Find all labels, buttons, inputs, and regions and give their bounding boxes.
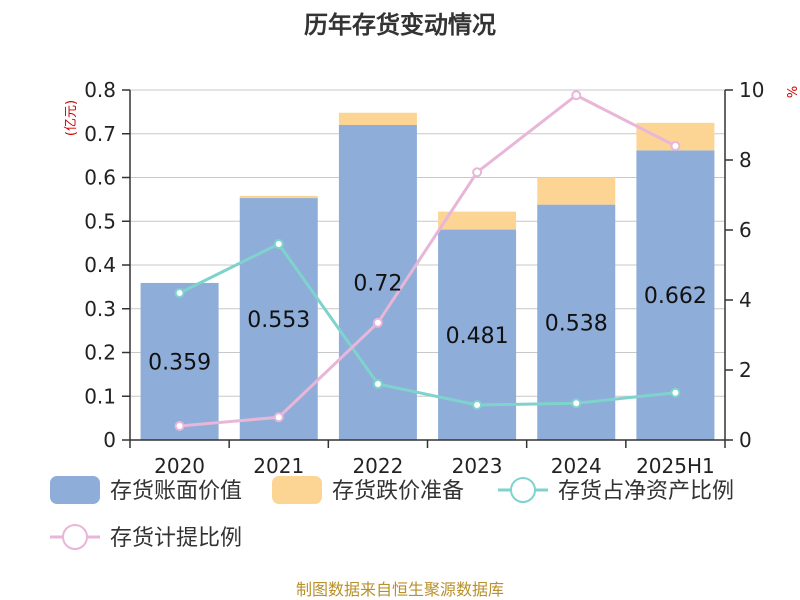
left-axis-unit: (亿元): [64, 100, 79, 136]
chart-title: 历年存货变动情况: [304, 11, 496, 39]
left-axis-tick-label: 0: [103, 428, 116, 452]
data-label: 0.481: [446, 324, 509, 349]
right-axis-tick-label: 6: [739, 218, 752, 242]
legend-marker: [62, 524, 88, 550]
bar-inventory-impairment: [438, 211, 517, 230]
point-inventory-to-net-assets: [670, 387, 681, 398]
left-axis-tick-label: 0.2: [84, 341, 116, 365]
bar-inventory-book-value: [140, 282, 219, 440]
line-inventory-to-net-assets: [178, 242, 676, 407]
x-axis-tick-label: 2020: [154, 454, 205, 478]
point-impairment-ratio: [372, 317, 383, 328]
data-label: 0.553: [247, 308, 310, 333]
grid-lines: [130, 89, 725, 441]
legend-marker: [510, 477, 536, 503]
x-axis-tick-label: 2021: [253, 454, 304, 478]
x-axis-tick-label: 2022: [352, 454, 403, 478]
right-axis-tick-label: 8: [739, 148, 752, 172]
right-axis-tick-label: 2: [739, 358, 752, 382]
left-axis-tick-label: 0.7: [84, 122, 116, 146]
data-label: 0.538: [545, 311, 608, 336]
left-axis-tick-label: 0.4: [84, 253, 116, 277]
point-impairment-ratio: [174, 421, 185, 431]
x-axis-tick-label: 2023: [452, 454, 503, 478]
point-inventory-to-net-assets: [472, 400, 483, 410]
legend-label: 存货占净资产比例: [558, 479, 734, 504]
bars: [140, 112, 715, 440]
legend-label: 存货跌价准备: [332, 479, 464, 504]
point-impairment-ratio: [273, 412, 284, 423]
left-axis-tick-label: 0.6: [84, 166, 116, 190]
legend-label: 存货账面价值: [110, 479, 242, 504]
point-inventory-to-net-assets: [174, 288, 185, 298]
point-inventory-to-net-assets: [273, 239, 284, 249]
line-series: [174, 90, 681, 431]
legend-swatch: [50, 476, 100, 504]
left-axis-tick-label: 0.5: [84, 209, 116, 233]
legend-label: 存货计提比例: [110, 526, 242, 551]
right-axis-tick-label: 10: [739, 78, 764, 102]
right-axis-unit: %: [786, 86, 800, 98]
line-impairment-ratio: [179, 93, 677, 428]
point-impairment-ratio: [670, 141, 681, 151]
bar-inventory-impairment: [239, 195, 318, 199]
right-axis-tick-label: 4: [739, 288, 752, 312]
x-axis-tick-label: 2025H1: [636, 454, 715, 478]
point-impairment-ratio: [571, 90, 582, 101]
point-impairment-ratio: [472, 167, 483, 178]
bar-inventory-impairment: [338, 112, 417, 125]
data-label: 0.72: [353, 272, 402, 297]
right-axis-tick-label: 0: [739, 428, 752, 452]
bar-inventory-impairment: [537, 177, 616, 205]
x-axis-tick-label: 2024: [551, 454, 602, 478]
legend-swatch: [272, 476, 322, 504]
point-inventory-to-net-assets: [571, 398, 582, 409]
left-axis-tick-label: 0.3: [84, 297, 116, 321]
bar-inventory-book-value: [239, 198, 318, 440]
data-labels: 0.359 0.553 0.72 0.481 0.538 0.662: [148, 272, 707, 376]
left-axis-tick-label: 0.8: [84, 78, 116, 102]
data-label: 0.359: [148, 350, 211, 375]
left-axis-tick-label: 0.1: [84, 384, 116, 408]
point-inventory-to-net-assets: [372, 379, 383, 389]
source-note: 制图数据来自恒生聚源数据库: [296, 580, 504, 599]
data-label: 0.662: [644, 284, 707, 309]
axes: 0 0.1 0.2 0.3 0.4 0.5 0.6 0.7 0.8 0 2 4 6 8 10 2020 2021…: [84, 78, 764, 478]
